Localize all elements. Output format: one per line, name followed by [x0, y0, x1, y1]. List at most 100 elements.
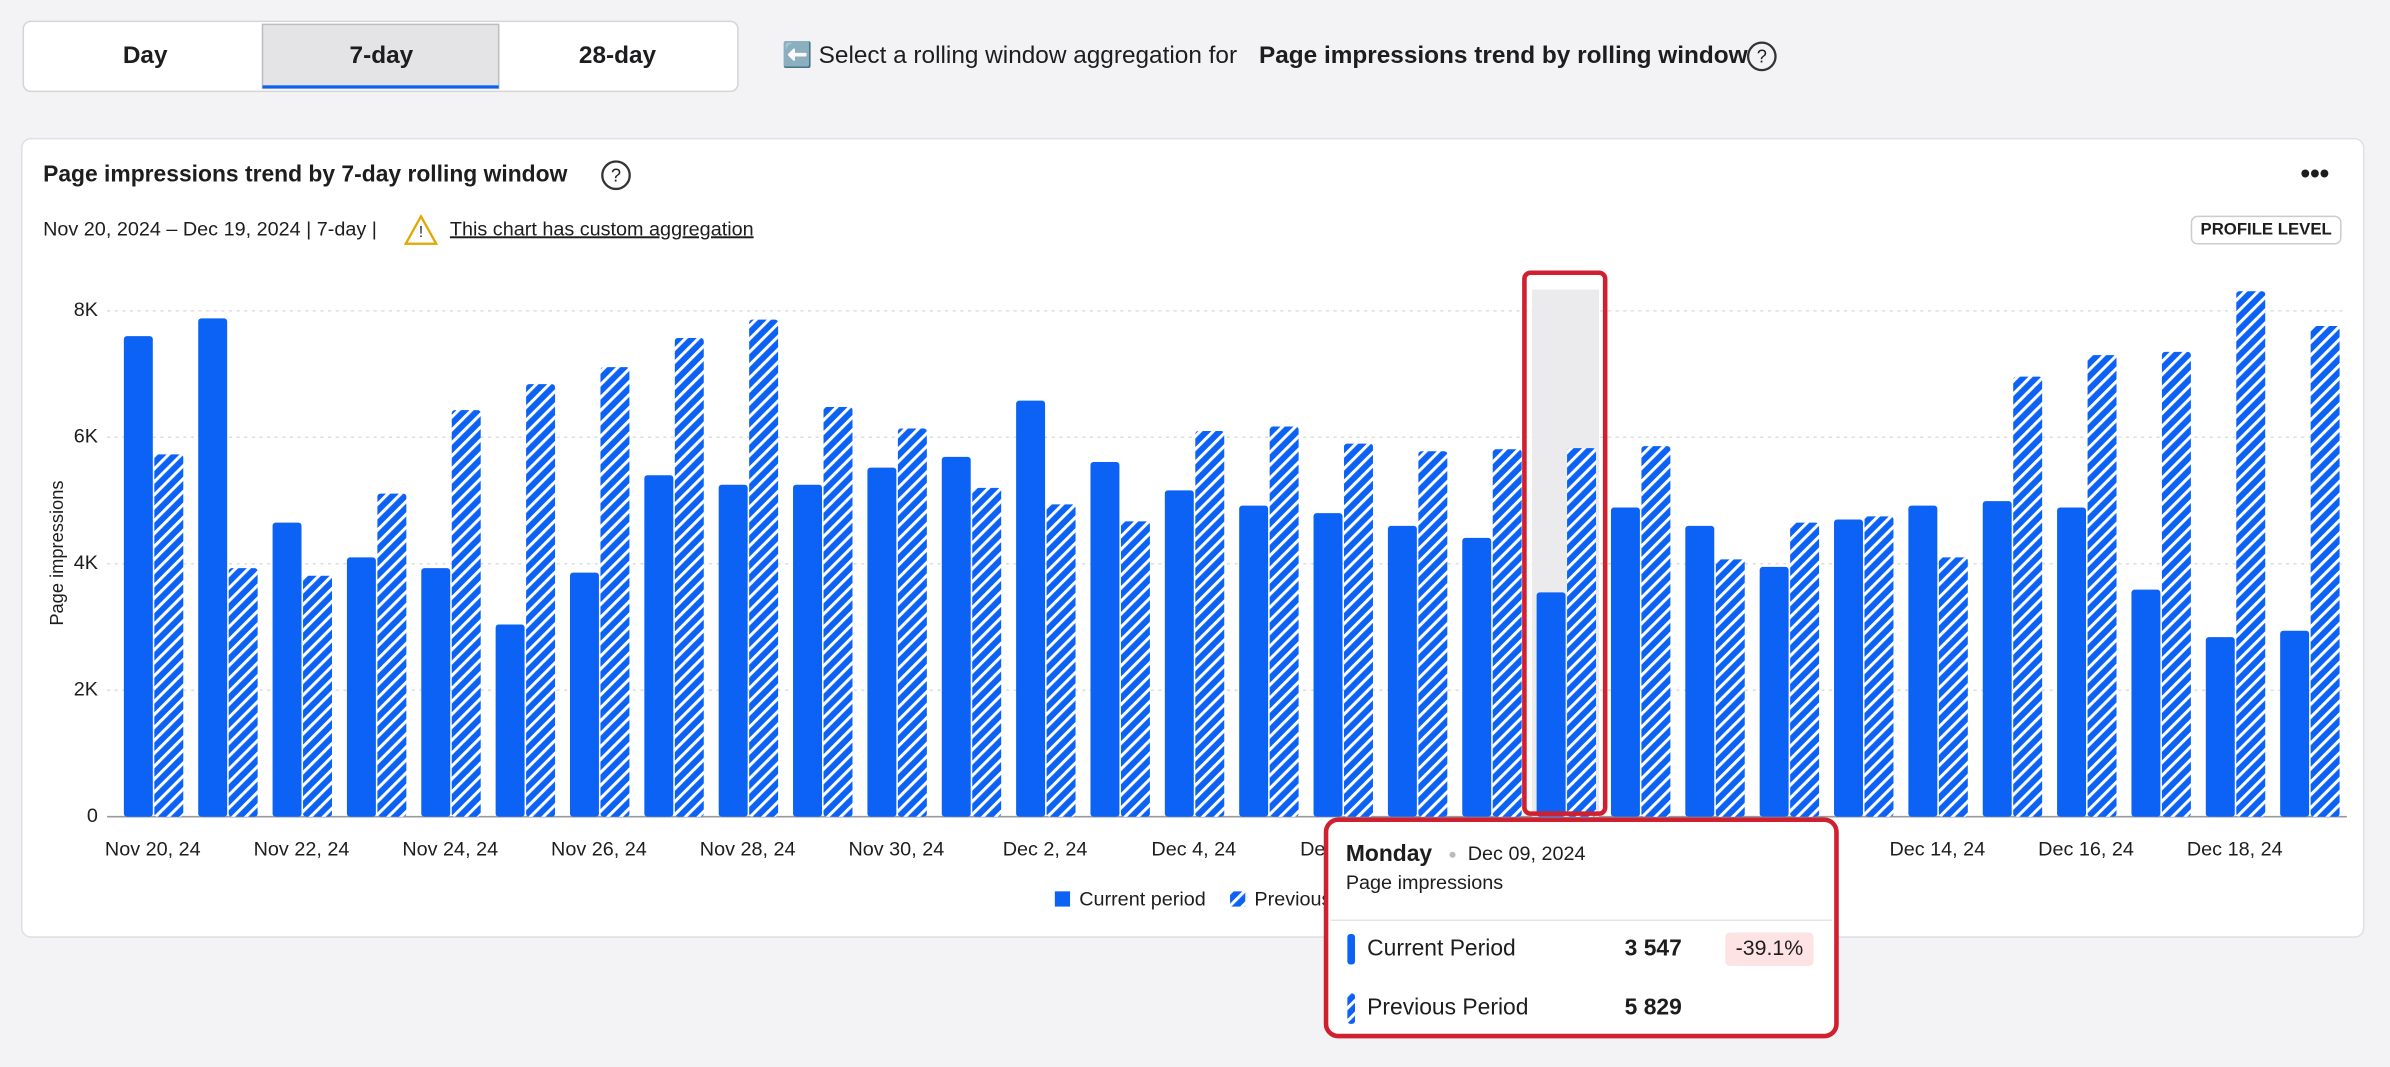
x-tick-label: Nov 24, 24: [402, 838, 498, 860]
bar[interactable]: [718, 484, 748, 817]
bar[interactable]: [2013, 376, 2043, 817]
bar[interactable]: [346, 557, 376, 817]
tab-button[interactable]: 7-day: [350, 42, 414, 69]
x-tick-label: Dec 14, 24: [1889, 838, 1985, 860]
row-value: 3 547: [1625, 934, 1682, 960]
tooltip: Monday Dec 09, 2024 Page impressions Curren…: [1323, 817, 1839, 1039]
bar[interactable]: [1536, 592, 1566, 817]
bar[interactable]: [228, 568, 258, 817]
y-axis-label: Page impressions: [46, 480, 67, 625]
bar[interactable]: [495, 624, 525, 817]
help-icon[interactable]: [1746, 41, 1777, 72]
tooltip-date: Dec 09, 2024: [1468, 843, 1586, 865]
bar[interactable]: [1195, 430, 1225, 817]
bar[interactable]: [1492, 449, 1522, 817]
bar[interactable]: [674, 338, 704, 817]
help-icon[interactable]: [601, 160, 631, 191]
menu[interactable]: •••: [2301, 157, 2330, 188]
legend-swatch: [1054, 891, 1071, 907]
y-tick-label: 2K: [74, 678, 98, 700]
bar[interactable]: [272, 522, 302, 817]
legend-label: Current period: [1079, 889, 1206, 911]
bar[interactable]: [1610, 507, 1640, 817]
bar[interactable]: [2280, 630, 2310, 817]
x-tick-label: Nov 30, 24: [848, 838, 944, 860]
tooltip-metric: Page impressions: [1346, 872, 1503, 894]
x-tick-label: Dec 2, 24: [1003, 838, 1088, 860]
bar[interactable]: [451, 410, 481, 817]
change-bg: [1725, 932, 1814, 967]
tooltip-day: Monday: [1346, 840, 1433, 866]
bar[interactable]: [2161, 351, 2191, 817]
subtitle: Nov 20, 2024 – Dec 19, 2024 | 7-day |: [43, 218, 377, 240]
bar[interactable]: [1120, 521, 1150, 817]
bar[interactable]: [644, 475, 674, 817]
bar[interactable]: [1046, 504, 1076, 817]
bar[interactable]: [1790, 522, 1820, 817]
bar[interactable]: [1834, 519, 1863, 817]
bar[interactable]: [1387, 525, 1417, 817]
help-q: ?: [611, 165, 621, 186]
badge-box: [2190, 215, 2342, 245]
tab-button[interactable]: 28-day: [579, 42, 657, 69]
bar[interactable]: [2310, 326, 2340, 817]
bar[interactable]: [1239, 505, 1269, 817]
instruction-target: Page impressions trend by rolling window: [1259, 42, 1748, 69]
selected-button: [261, 23, 500, 90]
chart-title: Page impressions trend by 7-day rolling …: [43, 160, 567, 186]
warning-icon: [403, 214, 439, 245]
row-name: Current Period: [1367, 934, 1516, 960]
bar[interactable]: [749, 319, 779, 817]
bar[interactable]: [1864, 516, 1894, 817]
bar[interactable]: [569, 572, 599, 817]
dot: [1449, 851, 1456, 858]
bar[interactable]: [1567, 448, 1597, 817]
bar[interactable]: [823, 406, 853, 817]
bar[interactable]: [1269, 426, 1299, 817]
bar[interactable]: [1016, 400, 1046, 817]
bar[interactable]: [1344, 443, 1373, 817]
bar[interactable]: [2131, 589, 2161, 817]
highlight-outline: [1522, 270, 1608, 816]
bar[interactable]: [198, 318, 228, 817]
selected-underline: [262, 85, 499, 89]
bar[interactable]: [1418, 451, 1448, 817]
bar[interactable]: [377, 493, 407, 817]
bar[interactable]: [897, 428, 927, 817]
badge: PROFILE LEVEL: [2201, 219, 2332, 238]
y-tick-label: 0: [87, 805, 98, 827]
bar[interactable]: [1938, 557, 1968, 817]
bar[interactable]: [600, 367, 630, 817]
bar[interactable]: [1982, 501, 2012, 817]
warning[interactable]: This chart has custom aggregation: [450, 218, 754, 240]
bar[interactable]: [1908, 505, 1938, 817]
bar[interactable]: [123, 336, 153, 817]
row-value: 5 829: [1625, 994, 1682, 1020]
bar[interactable]: [1715, 559, 1745, 817]
bar[interactable]: [1759, 566, 1789, 817]
bar[interactable]: [2205, 637, 2235, 817]
bar[interactable]: [1090, 461, 1120, 817]
bar[interactable]: [526, 384, 556, 817]
bar[interactable]: [2236, 291, 2266, 817]
bar[interactable]: [2087, 355, 2117, 817]
bar[interactable]: [1641, 446, 1671, 817]
bar[interactable]: [972, 487, 1002, 817]
row-name: Previous Period: [1367, 994, 1528, 1020]
bar[interactable]: [421, 568, 451, 817]
tab-button[interactable]: Day: [123, 42, 168, 69]
bar[interactable]: [941, 456, 971, 817]
bar[interactable]: [1462, 537, 1492, 817]
bar[interactable]: [303, 575, 332, 817]
bar[interactable]: [1313, 513, 1343, 817]
bar[interactable]: [793, 484, 823, 817]
x-tick-label: Dec 18, 24: [2187, 838, 2283, 860]
bar[interactable]: [1685, 525, 1715, 817]
bar[interactable]: [2057, 507, 2087, 817]
bar[interactable]: [1164, 490, 1194, 817]
bar[interactable]: [867, 467, 897, 817]
bar[interactable]: [154, 454, 184, 817]
y-tick-label: 4K: [74, 552, 98, 574]
arrow-icon: ⬅️: [782, 40, 812, 69]
